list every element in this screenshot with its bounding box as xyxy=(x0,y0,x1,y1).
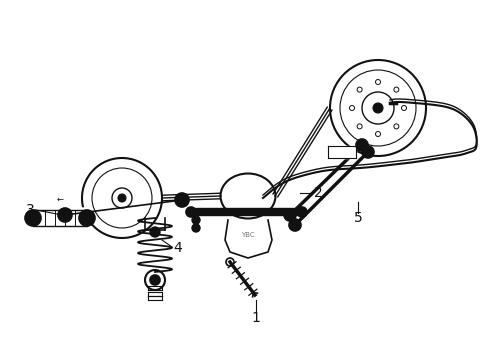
Circle shape xyxy=(356,139,368,151)
FancyBboxPatch shape xyxy=(31,208,90,228)
Text: 4: 4 xyxy=(173,241,182,255)
Bar xyxy=(328,146,356,158)
Circle shape xyxy=(25,210,41,226)
Circle shape xyxy=(192,216,200,224)
Circle shape xyxy=(189,210,193,214)
Text: 1: 1 xyxy=(251,311,261,325)
Bar xyxy=(148,296,162,300)
Circle shape xyxy=(186,207,196,217)
Circle shape xyxy=(373,103,383,113)
Circle shape xyxy=(192,224,200,232)
Circle shape xyxy=(175,193,189,207)
Text: 5: 5 xyxy=(354,211,363,225)
Ellipse shape xyxy=(220,174,275,219)
Text: $\leftarrow$: $\leftarrow$ xyxy=(55,195,65,204)
Circle shape xyxy=(284,209,296,221)
Circle shape xyxy=(362,146,374,158)
Circle shape xyxy=(150,275,160,285)
Text: 2: 2 xyxy=(314,186,322,200)
Circle shape xyxy=(58,208,72,222)
Polygon shape xyxy=(225,220,272,258)
Circle shape xyxy=(297,207,307,217)
Circle shape xyxy=(300,210,304,214)
Circle shape xyxy=(289,219,301,231)
Circle shape xyxy=(79,210,95,226)
Circle shape xyxy=(150,227,160,237)
Text: 3: 3 xyxy=(25,203,34,217)
Circle shape xyxy=(118,194,126,202)
Bar xyxy=(148,286,162,290)
Bar xyxy=(148,292,162,296)
Bar xyxy=(188,208,305,215)
Text: YBC: YBC xyxy=(241,232,255,238)
